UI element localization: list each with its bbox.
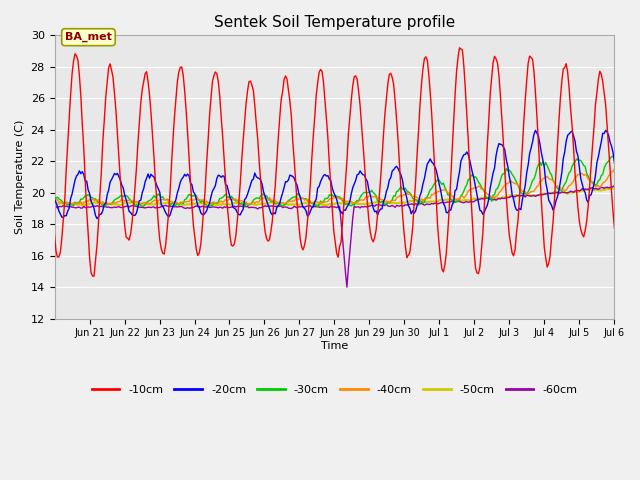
Legend: -10cm, -20cm, -30cm, -40cm, -50cm, -60cm: -10cm, -20cm, -30cm, -40cm, -50cm, -60cm — [87, 381, 582, 400]
X-axis label: Time: Time — [321, 341, 348, 351]
Title: Sentek Soil Temperature profile: Sentek Soil Temperature profile — [214, 15, 455, 30]
Y-axis label: Soil Temperature (C): Soil Temperature (C) — [15, 120, 25, 234]
Text: BA_met: BA_met — [65, 32, 112, 42]
